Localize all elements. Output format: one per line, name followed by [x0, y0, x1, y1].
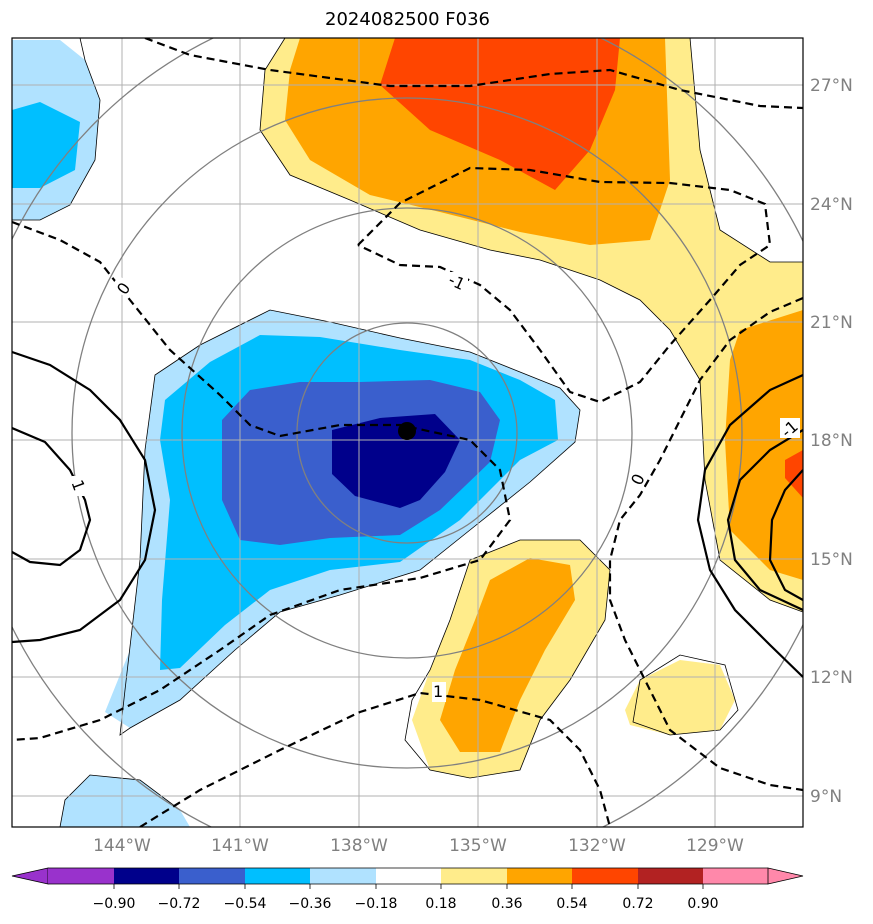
lon-axis-labels: 144°W 141°W 138°W 135°W 132°W 129°W — [93, 836, 744, 856]
lon-label: 144°W — [93, 836, 151, 856]
shade-red-north — [380, 38, 620, 190]
solid-contours — [12, 350, 803, 678]
colorbar-bin — [703, 868, 768, 884]
map-frame — [11, 37, 804, 828]
contour-label-group: 0 -1 -1 0 1 1 — [68, 270, 802, 702]
lon-label: 141°W — [211, 836, 269, 856]
storm-center-marker — [398, 422, 416, 440]
shade-navy — [332, 414, 460, 508]
lat-label: 15°N — [810, 550, 853, 570]
colorbar-bin — [245, 868, 310, 884]
lat-label: 18°N — [810, 431, 853, 451]
lon-label: 132°W — [568, 836, 626, 856]
colorbar-bin — [376, 868, 441, 884]
colorbar-extend-high — [767, 867, 804, 885]
colorbar-bin — [572, 868, 638, 884]
lat-label: 21°N — [810, 313, 853, 333]
colorbar-tick-label: 0.18 — [425, 896, 456, 912]
colorbar-tick-label: −0.36 — [289, 896, 332, 912]
map-area: 0 -1 -1 0 1 1 — [12, 38, 803, 827]
colorbar-tick-label: −0.90 — [93, 896, 136, 912]
colorbar-tick-label: 0.36 — [491, 896, 522, 912]
lat-axis-labels: 27°N 24°N 21°N 18°N 15°N 12°N 9°N — [810, 76, 853, 807]
colorbar-bin — [310, 868, 376, 884]
colorbar-tick-label: −0.54 — [224, 896, 267, 912]
colorbar-frame — [48, 867, 768, 885]
shade-orange-east — [725, 310, 803, 580]
colorbar-ticks — [113, 884, 704, 889]
shade-red-east — [785, 450, 803, 498]
lon-label: 138°W — [330, 836, 388, 856]
colorbar-bin — [114, 868, 179, 884]
contour-label: 1 — [433, 682, 443, 701]
lat-label: 9°N — [810, 787, 842, 807]
lon-label: 129°W — [686, 836, 744, 856]
range-rings — [12, 38, 803, 827]
colorbar-tick-label: 0.54 — [556, 896, 587, 912]
shade-nw-deep-sky — [12, 102, 80, 188]
colorbar-tick-label: −0.72 — [158, 896, 201, 912]
colorbar-bin — [48, 868, 114, 884]
shade-yellow-se — [625, 660, 735, 735]
colorbar-bin — [179, 868, 245, 884]
colorbar-bin — [507, 868, 572, 884]
colorbar-tick-label: −0.18 — [355, 896, 398, 912]
colorbar-extend-low — [11, 867, 49, 885]
contour-label: -1 — [446, 270, 468, 294]
colorbar-bin — [638, 868, 703, 884]
shade-sw-light-blue — [60, 775, 190, 827]
colorbar-bin — [441, 868, 507, 884]
chart-title: 2024082500 F036 — [325, 9, 490, 30]
shade-orange-south — [440, 558, 575, 752]
shade-outline-contours — [12, 38, 803, 827]
colorbar: −0.90 −0.72 −0.54 −0.36 −0.18 0.18 0.36 … — [11, 867, 804, 912]
colorbar-tick-label: 0.90 — [687, 896, 718, 912]
lat-lon-grid — [12, 38, 803, 827]
lat-label: 24°N — [810, 195, 853, 215]
lat-label: 27°N — [810, 76, 853, 96]
colorbar-tick-label: 0.72 — [622, 896, 653, 912]
dashed-contours — [12, 38, 803, 827]
lon-label: 135°W — [449, 836, 507, 856]
lat-label: 12°N — [810, 668, 853, 688]
